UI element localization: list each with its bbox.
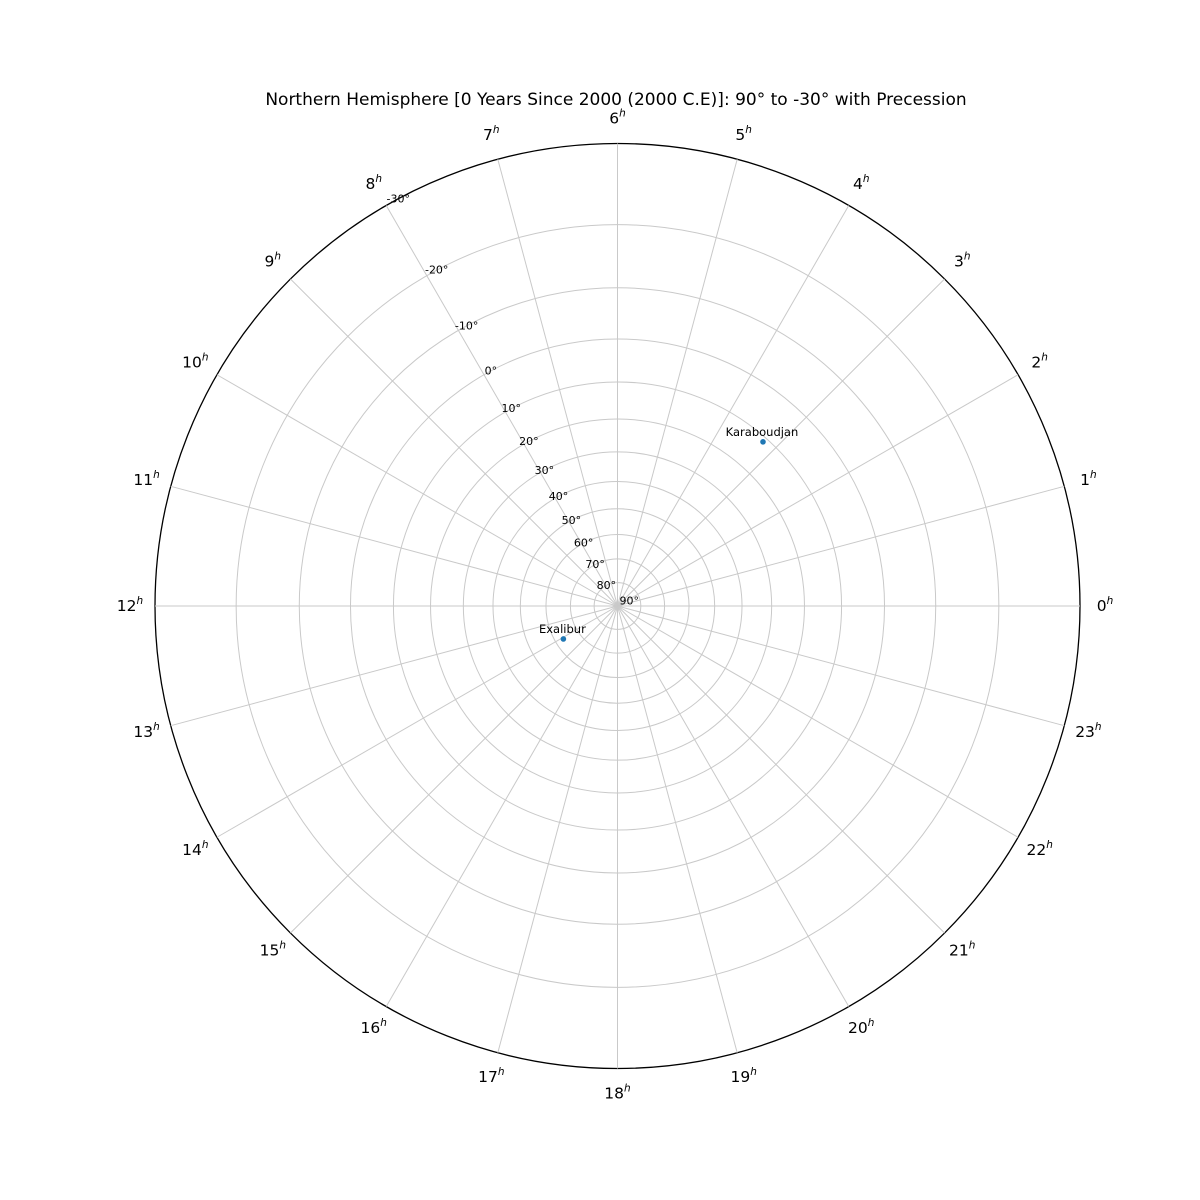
dec-tick-label: 40° — [549, 490, 569, 503]
hour-spoke — [617, 485, 1065, 607]
hour-spoke — [170, 605, 618, 727]
dec-tick-label: 70° — [585, 558, 605, 571]
hour-label: 14h — [182, 839, 208, 859]
hour-spoke — [617, 605, 850, 1007]
hour-spoke — [617, 374, 1019, 607]
hour-spoke — [385, 205, 618, 607]
hour-label: 11h — [133, 469, 159, 489]
hour-spoke — [617, 605, 738, 1053]
hour-label: 23h — [1075, 721, 1101, 741]
dec-tick-label: 20° — [519, 435, 539, 448]
hour-label: 3h — [954, 250, 971, 270]
hour-spoke — [216, 374, 618, 607]
dec-tick-label: 50° — [562, 514, 582, 527]
hour-label: 1h — [1080, 469, 1097, 489]
hour-spoke — [617, 605, 945, 934]
hour-spoke — [497, 605, 618, 1053]
hour-spoke — [617, 159, 738, 607]
hour-label: 21h — [949, 940, 975, 960]
dec-tick-label: -20° — [425, 264, 448, 277]
dec-tick-label: 0° — [485, 364, 498, 377]
hour-label: 5h — [735, 124, 752, 144]
hour-label: 22h — [1026, 839, 1052, 859]
hour-label: 6h — [609, 108, 626, 128]
hour-spoke — [216, 605, 618, 838]
dec-tick-label: 90° — [620, 595, 640, 608]
hour-label: 15h — [260, 940, 286, 960]
hour-label: 16h — [361, 1017, 387, 1037]
hour-spoke — [617, 278, 945, 607]
star-label: Karaboudjan — [726, 425, 799, 439]
dec-tick-label: -10° — [455, 319, 478, 332]
hour-spoke — [385, 605, 618, 1007]
hour-spoke — [170, 485, 618, 607]
hour-label: 17h — [478, 1066, 504, 1086]
hour-label: 10h — [182, 351, 208, 371]
hour-spoke — [290, 605, 618, 934]
hour-label: 7h — [483, 124, 500, 144]
dec-tick-label: 30° — [535, 464, 555, 477]
dec-tick-label: 60° — [574, 537, 594, 550]
hour-label: 13h — [133, 721, 159, 741]
dec-tick-label: 80° — [597, 579, 617, 592]
hour-label: 4h — [853, 173, 870, 193]
hour-label: 9h — [265, 250, 282, 270]
star-point — [560, 636, 567, 642]
star-label: Exalibur — [539, 622, 586, 636]
hour-label: 2h — [1031, 351, 1048, 371]
hour-spoke — [617, 205, 850, 607]
hour-label: 8h — [365, 173, 382, 193]
hour-label: 12h — [117, 595, 143, 615]
hour-label: 20h — [848, 1017, 874, 1037]
hour-spoke — [497, 159, 618, 607]
hour-spoke — [617, 605, 1065, 727]
hour-spoke — [617, 605, 1019, 838]
hour-label: 19h — [730, 1066, 756, 1086]
hour-spoke — [290, 278, 618, 607]
hour-label: 0h — [1097, 595, 1114, 615]
dec-tick-label: 10° — [502, 402, 522, 415]
hour-label: 18h — [604, 1083, 630, 1103]
star-point — [760, 439, 766, 445]
dec-tick-label: -30° — [386, 192, 409, 205]
chart-title: Northern Hemisphere [0 Years Since 2000 … — [265, 90, 967, 110]
